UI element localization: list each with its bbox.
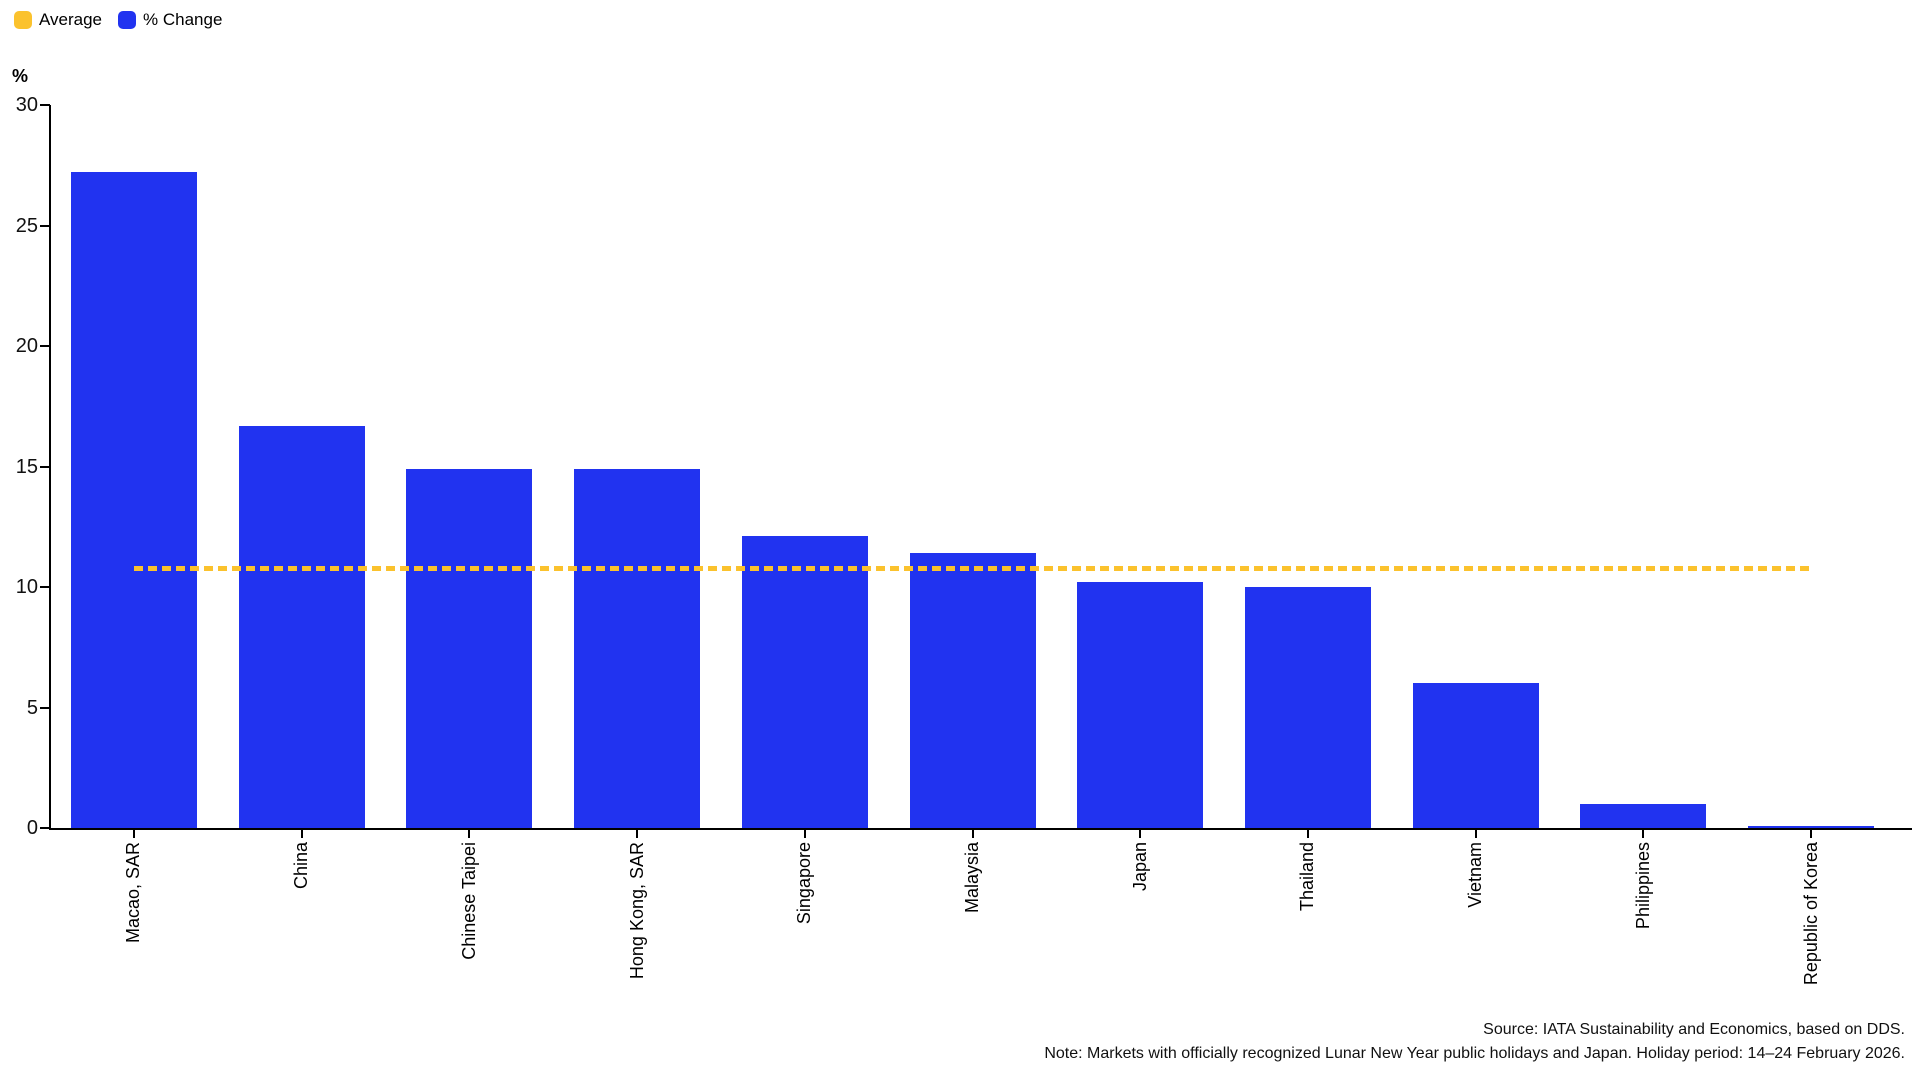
x-tick-mark-thailand — [1306, 830, 1309, 838]
x-label-republic-of-korea: Republic of Korea — [1800, 842, 1821, 986]
bar-hong-kong-sar — [574, 468, 701, 828]
y-tick-mark-15 — [40, 465, 50, 468]
legend-item-average: Average — [14, 10, 102, 30]
x-tick-mark-singapore — [803, 830, 806, 838]
x-label-hong-kong-sar: Hong Kong, SAR — [626, 842, 647, 980]
average-swatch-icon — [14, 11, 32, 29]
x-axis-line — [49, 828, 1912, 830]
x-tick-mark-macao-sar — [132, 830, 135, 838]
bar-chinese-taipei — [406, 468, 533, 828]
x-label-chinese-taipei: Chinese Taipei — [458, 842, 479, 960]
bar-philippines — [1580, 803, 1707, 828]
source-text: Source: IATA Sustainability and Economic… — [1483, 1021, 1905, 1038]
bar-china — [238, 425, 365, 828]
bar-thailand — [1244, 587, 1371, 828]
legend-item-pct-change: % Change — [118, 10, 222, 30]
x-label-china: China — [291, 842, 312, 890]
x-label-singapore: Singapore — [794, 842, 815, 925]
y-tick-label-10: 10 — [15, 576, 38, 598]
x-label-macao-sar: Macao, SAR — [123, 842, 144, 944]
y-tick-mark-0 — [40, 827, 50, 829]
y-tick-label-30: 30 — [15, 94, 38, 116]
x-tick-mark-chinese-taipei — [468, 830, 471, 838]
y-tick-mark-30 — [40, 104, 50, 106]
x-label-japan: Japan — [1129, 842, 1150, 892]
y-tick-label-0: 0 — [26, 817, 38, 839]
bar-malaysia — [909, 553, 1036, 828]
bar-japan — [1077, 582, 1204, 828]
bar-vietnam — [1412, 683, 1539, 828]
legend-pct-change-label: % Change — [143, 10, 223, 29]
y-tick-label-15: 15 — [15, 455, 38, 478]
bar-republic-of-korea — [1748, 825, 1875, 828]
y-tick-mark-25 — [40, 224, 50, 227]
y-tick-label-25: 25 — [15, 214, 38, 237]
x-tick-mark-republic-of-korea — [1810, 830, 1813, 838]
legend: Average % Change — [14, 10, 222, 30]
x-tick-mark-philippines — [1642, 830, 1645, 838]
bar-macao-sar — [70, 172, 197, 828]
x-tick-mark-vietnam — [1474, 830, 1477, 838]
x-tick-mark-hong-kong-sar — [636, 830, 639, 838]
x-tick-mark-china — [300, 830, 303, 838]
x-label-vietnam: Vietnam — [1465, 842, 1486, 908]
y-tick-label-20: 20 — [15, 335, 38, 357]
note-text: Note: Markets with officially recognized… — [1044, 1045, 1905, 1062]
average-line — [133, 566, 1812, 572]
y-tick-mark-20 — [40, 345, 50, 347]
pct-change-swatch-icon — [118, 11, 137, 29]
y-axis-unit-label: % — [12, 66, 29, 86]
footer: Source: IATA Sustainability and Economic… — [1044, 1018, 1905, 1066]
x-label-philippines: Philippines — [1632, 842, 1653, 930]
legend-average-label: Average — [39, 10, 103, 29]
x-tick-mark-japan — [1139, 830, 1142, 838]
y-axis-line — [49, 105, 51, 830]
x-tick-mark-malaysia — [971, 830, 974, 838]
y-tick-mark-10 — [40, 586, 50, 588]
x-label-malaysia: Malaysia — [962, 842, 982, 914]
y-tick-label-5: 5 — [26, 696, 38, 719]
y-tick-mark-5 — [40, 706, 50, 709]
x-label-thailand: Thailand — [1297, 842, 1318, 912]
bar-singapore — [741, 536, 868, 828]
